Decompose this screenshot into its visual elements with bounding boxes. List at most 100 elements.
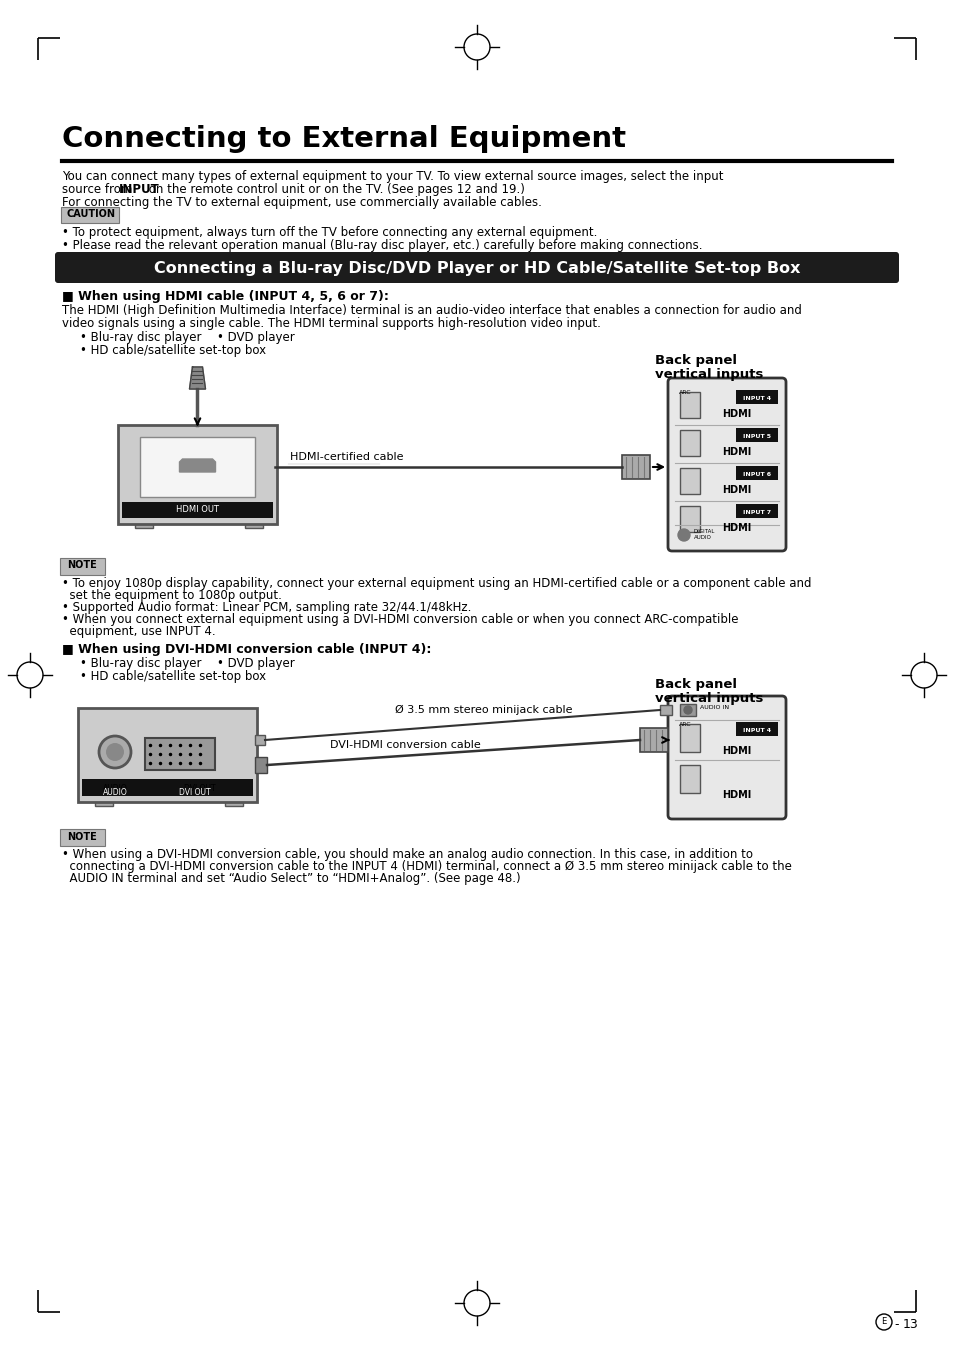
Bar bbox=[639, 728, 667, 752]
Polygon shape bbox=[190, 367, 205, 389]
Bar bbox=[145, 738, 214, 769]
Text: vertical inputs: vertical inputs bbox=[655, 369, 762, 381]
Bar bbox=[679, 392, 700, 418]
FancyBboxPatch shape bbox=[55, 252, 898, 284]
Text: INPUT 6: INPUT 6 bbox=[742, 471, 770, 477]
FancyBboxPatch shape bbox=[78, 707, 256, 802]
Text: The HDMI (High Definition Multimedia Interface) terminal is an audio-video inter: The HDMI (High Definition Multimedia Int… bbox=[62, 304, 801, 317]
Bar bbox=[135, 522, 152, 528]
Text: HDMI: HDMI bbox=[721, 409, 751, 418]
Text: INPUT 5: INPUT 5 bbox=[742, 433, 770, 439]
Text: 13: 13 bbox=[902, 1319, 918, 1331]
Text: AUDIO IN: AUDIO IN bbox=[700, 705, 728, 710]
Bar bbox=[735, 466, 778, 481]
Text: source from: source from bbox=[62, 184, 136, 196]
Text: HDMI: HDMI bbox=[721, 747, 751, 756]
Text: • Blu-ray disc player: • Blu-ray disc player bbox=[80, 657, 201, 670]
Bar bbox=[735, 504, 778, 518]
FancyBboxPatch shape bbox=[667, 697, 785, 819]
Text: INPUT 4: INPUT 4 bbox=[742, 728, 770, 733]
Text: CAUTION: CAUTION bbox=[67, 209, 116, 219]
Bar bbox=[659, 705, 671, 716]
Text: INPUT 7: INPUT 7 bbox=[742, 509, 770, 514]
Text: HDMI-certified cable: HDMI-certified cable bbox=[290, 452, 403, 462]
Text: connecting a DVI-HDMI conversion cable to the INPUT 4 (HDMI) terminal, connect a: connecting a DVI-HDMI conversion cable t… bbox=[62, 860, 791, 873]
Bar bbox=[679, 506, 700, 532]
Text: • Please read the relevant operation manual (Blu-ray disc player, etc.) carefull: • Please read the relevant operation man… bbox=[62, 239, 701, 252]
Bar bbox=[140, 437, 254, 497]
Text: AUDIO: AUDIO bbox=[693, 535, 711, 540]
Circle shape bbox=[106, 743, 124, 761]
FancyBboxPatch shape bbox=[61, 207, 119, 223]
FancyBboxPatch shape bbox=[118, 425, 276, 524]
Text: DVI OUT: DVI OUT bbox=[179, 788, 211, 796]
Text: HDMI: HDMI bbox=[721, 447, 751, 458]
Circle shape bbox=[683, 706, 691, 714]
Bar bbox=[254, 734, 265, 745]
Text: INPUT 4: INPUT 4 bbox=[742, 396, 770, 401]
Text: You can connect many types of external equipment to your TV. To view external so: You can connect many types of external e… bbox=[62, 170, 722, 184]
Bar bbox=[679, 431, 700, 456]
Text: HDMI: HDMI bbox=[721, 790, 751, 801]
Text: • Supported Audio format: Linear PCM, sampling rate 32/44.1/48kHz.: • Supported Audio format: Linear PCM, sa… bbox=[62, 601, 471, 614]
Bar bbox=[254, 757, 267, 774]
Bar bbox=[122, 502, 273, 518]
Bar bbox=[621, 455, 649, 479]
Bar bbox=[95, 801, 112, 806]
Text: • DVD player: • DVD player bbox=[216, 331, 294, 344]
Bar bbox=[225, 801, 243, 806]
Text: Connecting to External Equipment: Connecting to External Equipment bbox=[62, 126, 625, 153]
Text: HDMI: HDMI bbox=[721, 485, 751, 495]
Text: HDMI OUT: HDMI OUT bbox=[175, 505, 219, 514]
Circle shape bbox=[99, 736, 131, 768]
Bar bbox=[679, 468, 700, 494]
Bar bbox=[735, 390, 778, 404]
Text: set the equipment to 1080p output.: set the equipment to 1080p output. bbox=[62, 589, 281, 602]
Text: For connecting the TV to external equipment, use commercially available cables.: For connecting the TV to external equipm… bbox=[62, 196, 541, 209]
Text: INPUT: INPUT bbox=[119, 184, 160, 196]
Bar bbox=[245, 522, 263, 528]
Bar bbox=[82, 779, 253, 796]
Bar bbox=[679, 765, 700, 792]
Text: AUDIO: AUDIO bbox=[103, 784, 128, 792]
FancyBboxPatch shape bbox=[60, 558, 106, 575]
Bar bbox=[183, 462, 212, 472]
Text: Connecting a Blu-ray Disc/DVD Player or HD Cable/Satellite Set-top Box: Connecting a Blu-ray Disc/DVD Player or … bbox=[153, 261, 800, 275]
Bar bbox=[679, 703, 696, 716]
Text: • HD cable/satellite set-top box: • HD cable/satellite set-top box bbox=[80, 344, 266, 356]
Text: video signals using a single cable. The HDMI terminal supports high-resolution v: video signals using a single cable. The … bbox=[62, 317, 600, 329]
Text: Back panel: Back panel bbox=[655, 354, 737, 367]
Text: • Blu-ray disc player: • Blu-ray disc player bbox=[80, 331, 201, 344]
Text: • When using a DVI-HDMI conversion cable, you should make an analog audio connec: • When using a DVI-HDMI conversion cable… bbox=[62, 848, 752, 861]
Text: NOTE: NOTE bbox=[67, 832, 96, 841]
Text: Back panel: Back panel bbox=[655, 678, 737, 691]
Text: E: E bbox=[881, 1318, 885, 1327]
Bar bbox=[735, 428, 778, 441]
Text: DVI-HDMI conversion cable: DVI-HDMI conversion cable bbox=[330, 740, 480, 751]
Text: equipment, use INPUT 4.: equipment, use INPUT 4. bbox=[62, 625, 215, 639]
Text: on the remote control unit or on the TV. (See pages 12 and 19.): on the remote control unit or on the TV.… bbox=[145, 184, 524, 196]
Polygon shape bbox=[179, 459, 215, 472]
FancyBboxPatch shape bbox=[60, 829, 106, 845]
Text: HDMI: HDMI bbox=[721, 522, 751, 533]
Text: • To protect equipment, always turn off the TV before connecting any external eq: • To protect equipment, always turn off … bbox=[62, 225, 597, 239]
Bar bbox=[735, 722, 778, 736]
Text: NOTE: NOTE bbox=[67, 560, 96, 571]
Text: • When you connect external equipment using a DVI-HDMI conversion cable or when : • When you connect external equipment us… bbox=[62, 613, 738, 626]
Bar bbox=[679, 724, 700, 752]
Text: -: - bbox=[894, 1319, 902, 1331]
Text: • To enjoy 1080p display capability, connect your external equipment using an HD: • To enjoy 1080p display capability, con… bbox=[62, 576, 811, 590]
Text: ARC: ARC bbox=[679, 722, 691, 728]
Text: DVI OUT: DVI OUT bbox=[184, 784, 215, 792]
Text: DIGITAL: DIGITAL bbox=[693, 529, 715, 535]
FancyBboxPatch shape bbox=[667, 378, 785, 551]
Text: AUDIO: AUDIO bbox=[103, 788, 128, 796]
Text: ARC: ARC bbox=[679, 390, 691, 396]
Text: • HD cable/satellite set-top box: • HD cable/satellite set-top box bbox=[80, 670, 266, 683]
Text: Ø 3.5 mm stereo minijack cable: Ø 3.5 mm stereo minijack cable bbox=[395, 705, 572, 716]
Text: ■ When using HDMI cable (INPUT 4, 5, 6 or 7):: ■ When using HDMI cable (INPUT 4, 5, 6 o… bbox=[62, 290, 389, 302]
Text: • DVD player: • DVD player bbox=[216, 657, 294, 670]
Text: ■ When using DVI-HDMI conversion cable (INPUT 4):: ■ When using DVI-HDMI conversion cable (… bbox=[62, 643, 431, 656]
Circle shape bbox=[678, 529, 689, 541]
Text: AUDIO IN terminal and set “Audio Select” to “HDMI+Analog”. (See page 48.): AUDIO IN terminal and set “Audio Select”… bbox=[62, 872, 520, 886]
